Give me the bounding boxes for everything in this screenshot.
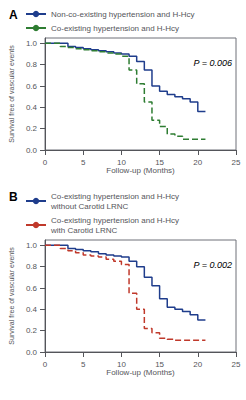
svg-text:0.2: 0.2 xyxy=(26,124,38,133)
svg-text:0.6: 0.6 xyxy=(26,284,38,293)
svg-text:Follow-up (Months): Follow-up (Months) xyxy=(106,166,175,175)
svg-text:0.4: 0.4 xyxy=(26,305,38,314)
svg-text:10: 10 xyxy=(117,158,126,167)
svg-text:Co-existing hypertension and H: Co-existing hypertension and H-Hcy xyxy=(51,192,179,201)
svg-text:0.4: 0.4 xyxy=(26,103,38,112)
svg-text:P = 0.006: P = 0.006 xyxy=(194,58,232,68)
svg-text:20: 20 xyxy=(193,158,202,167)
svg-text:Co-existing hypertension and H: Co-existing hypertension and H-Hcy xyxy=(51,24,179,33)
svg-text:0.6: 0.6 xyxy=(26,82,38,91)
svg-text:with Carotid LRNC: with Carotid LRNC xyxy=(50,226,117,235)
svg-text:A: A xyxy=(9,8,18,22)
svg-text:Survival free of vascular even: Survival free of vascular events xyxy=(8,247,15,345)
svg-text:15: 15 xyxy=(155,158,164,167)
svg-text:0.0: 0.0 xyxy=(26,146,38,155)
svg-text:P = 0.002: P = 0.002 xyxy=(194,260,232,270)
svg-text:1.0: 1.0 xyxy=(26,39,38,48)
svg-text:0.0: 0.0 xyxy=(26,348,38,357)
svg-text:1.0: 1.0 xyxy=(26,241,38,250)
svg-text:without Carotid LRNC: without Carotid LRNC xyxy=(50,202,129,211)
svg-text:0: 0 xyxy=(43,158,48,167)
svg-text:25: 25 xyxy=(232,158,241,167)
svg-text:0: 0 xyxy=(43,360,48,369)
svg-text:Follow-up (Months): Follow-up (Months) xyxy=(106,368,175,377)
svg-text:0.8: 0.8 xyxy=(26,262,38,271)
svg-text:Survival free of vascular even: Survival free of vascular events xyxy=(8,45,15,143)
svg-text:20: 20 xyxy=(193,360,202,369)
svg-text:5: 5 xyxy=(81,158,86,167)
svg-text:25: 25 xyxy=(232,360,241,369)
svg-text:5: 5 xyxy=(81,360,86,369)
svg-text:0.8: 0.8 xyxy=(26,60,38,69)
svg-text:10: 10 xyxy=(117,360,126,369)
svg-text:0.2: 0.2 xyxy=(26,326,38,335)
svg-text:Non-co-existing hypertension a: Non-co-existing hypertension and H-Hcy xyxy=(51,10,195,19)
svg-text:Co-existing hypertension and H: Co-existing hypertension and H-Hcy xyxy=(51,216,179,225)
svg-text:15: 15 xyxy=(155,360,164,369)
svg-text:B: B xyxy=(9,190,18,204)
